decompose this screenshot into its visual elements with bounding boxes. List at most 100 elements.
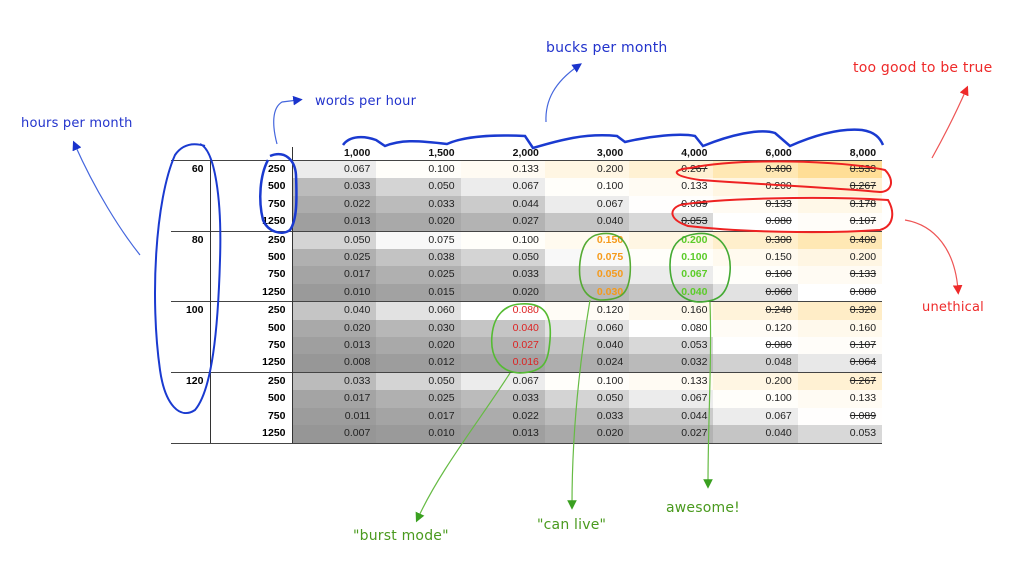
annotation-hours-per-month: hours per month bbox=[21, 116, 133, 131]
value-cell: 0.022 bbox=[460, 407, 545, 426]
value-cell: 0.020 bbox=[292, 319, 377, 338]
table-row: 500 0.033 0.050 0.067 0.100 0.133 0.200 0.267 bbox=[171, 178, 883, 196]
words-cell: 750 bbox=[210, 266, 293, 284]
value-cell: 0.013 bbox=[460, 425, 545, 444]
value-cell: 0.133 bbox=[460, 160, 545, 179]
hours-cell: 120 bbox=[171, 371, 211, 391]
words-cell: 250 bbox=[210, 371, 293, 391]
annotation-awesome: awesome! bbox=[666, 500, 740, 516]
value-cell: 0.267 bbox=[797, 371, 883, 391]
bucks-squiggle-stroke bbox=[341, 63, 885, 150]
value-cell: 0.080 bbox=[629, 319, 714, 338]
value-cell: 0.040 bbox=[292, 301, 377, 320]
value-cell: 0.067 bbox=[460, 371, 545, 391]
value-cell: 0.133 bbox=[629, 371, 714, 391]
hours-cell bbox=[171, 407, 211, 426]
annotation-bucks-per-month: bucks per month bbox=[546, 40, 668, 56]
table-body: 60 250 0.067 0.100 0.133 0.200 0.267 0.400 0.533… bbox=[171, 160, 883, 444]
value-cell: 0.033 bbox=[292, 178, 377, 196]
column-header: 3,000 bbox=[544, 147, 630, 161]
value-cell: 0.044 bbox=[629, 407, 714, 426]
words-cell: 750 bbox=[210, 337, 293, 355]
value-cell: 0.100 bbox=[544, 178, 630, 196]
column-header: 1,500 bbox=[376, 147, 461, 161]
value-cell: 0.160 bbox=[797, 319, 883, 338]
value-cell: 0.100 bbox=[460, 230, 545, 250]
value-cell: 0.200 bbox=[629, 230, 714, 250]
value-cell: 0.050 bbox=[376, 371, 461, 391]
value-cell: 0.025 bbox=[376, 390, 461, 408]
value-cell: 0.050 bbox=[292, 230, 377, 250]
value-cell: 0.027 bbox=[460, 213, 545, 232]
value-cell: 0.067 bbox=[629, 390, 714, 408]
value-cell: 0.044 bbox=[460, 195, 545, 214]
table-row: 1250 0.007 0.010 0.013 0.020 0.027 0.040 0.053 bbox=[171, 425, 883, 444]
value-cell: 0.240 bbox=[713, 301, 798, 320]
rate-table: 1,000 1,500 2,000 3,000 4,000 6,000 8,000 60 25… bbox=[171, 147, 883, 444]
table-row: 60 250 0.067 0.100 0.133 0.200 0.267 0.400 0.533 bbox=[171, 160, 883, 179]
table-row: 100 250 0.040 0.060 0.080 0.120 0.160 0.240 0.32… bbox=[171, 301, 883, 320]
value-cell: 0.060 bbox=[713, 283, 798, 302]
value-cell: 0.133 bbox=[797, 266, 883, 284]
words-header bbox=[210, 147, 293, 161]
words-cell: 1250 bbox=[210, 354, 293, 373]
hours-cell bbox=[171, 213, 211, 232]
value-cell: 0.067 bbox=[629, 266, 714, 284]
hours-cell bbox=[171, 390, 211, 408]
value-cell: 0.100 bbox=[629, 249, 714, 267]
value-cell: 0.033 bbox=[460, 266, 545, 284]
value-cell: 0.011 bbox=[292, 407, 377, 426]
value-cell: 0.050 bbox=[544, 390, 630, 408]
hours-cell: 80 bbox=[171, 230, 211, 250]
column-header: 8,000 bbox=[797, 147, 883, 161]
value-cell: 0.010 bbox=[376, 425, 461, 444]
value-cell: 0.017 bbox=[292, 266, 377, 284]
value-cell: 0.017 bbox=[292, 390, 377, 408]
value-cell: 0.067 bbox=[544, 195, 630, 214]
annotation-unethical: unethical bbox=[922, 300, 984, 315]
value-cell: 0.080 bbox=[460, 301, 545, 320]
value-cell: 0.032 bbox=[629, 354, 714, 373]
words-cell: 750 bbox=[210, 407, 293, 426]
value-cell: 0.178 bbox=[797, 195, 883, 214]
value-cell: 0.100 bbox=[376, 160, 461, 179]
table-row: 500 0.017 0.025 0.033 0.050 0.067 0.100 0.133 bbox=[171, 390, 883, 408]
column-header: 6,000 bbox=[713, 147, 798, 161]
value-cell: 0.013 bbox=[292, 213, 377, 232]
hours-cell bbox=[171, 354, 211, 373]
value-cell: 0.020 bbox=[460, 283, 545, 302]
value-cell: 0.100 bbox=[713, 266, 798, 284]
words-cell: 250 bbox=[210, 230, 293, 250]
hours-header bbox=[171, 147, 210, 161]
value-cell: 0.200 bbox=[797, 249, 883, 267]
words-cell: 1250 bbox=[210, 283, 293, 302]
value-cell: 0.075 bbox=[544, 249, 630, 267]
value-cell: 0.060 bbox=[376, 301, 461, 320]
value-cell: 0.300 bbox=[713, 230, 798, 250]
table-row: 750 0.011 0.017 0.022 0.033 0.044 0.067 0.089 bbox=[171, 407, 883, 426]
value-cell: 0.015 bbox=[376, 283, 461, 302]
value-cell: 0.025 bbox=[292, 249, 377, 267]
words-cell: 1250 bbox=[210, 425, 293, 444]
value-cell: 0.107 bbox=[797, 337, 883, 355]
table-row: 750 0.013 0.020 0.027 0.040 0.053 0.080 0.107 bbox=[171, 337, 883, 355]
words-cell: 250 bbox=[210, 160, 293, 179]
value-cell: 0.080 bbox=[713, 213, 798, 232]
hours-cell bbox=[171, 249, 211, 267]
value-cell: 0.024 bbox=[544, 354, 630, 373]
hours-cell bbox=[171, 266, 211, 284]
value-cell: 0.033 bbox=[460, 390, 545, 408]
value-cell: 0.200 bbox=[713, 371, 798, 391]
hours-cell bbox=[171, 425, 211, 444]
value-cell: 0.089 bbox=[629, 195, 714, 214]
column-header: 2,000 bbox=[460, 147, 545, 161]
value-cell: 0.025 bbox=[376, 266, 461, 284]
value-cell: 0.027 bbox=[629, 425, 714, 444]
value-cell: 0.107 bbox=[797, 213, 883, 232]
column-header: 1,000 bbox=[292, 147, 377, 161]
value-cell: 0.200 bbox=[544, 160, 630, 179]
words-cell: 500 bbox=[210, 319, 293, 338]
words-cell: 250 bbox=[210, 301, 293, 320]
value-cell: 0.040 bbox=[544, 337, 630, 355]
column-header-row: 1,000 1,500 2,000 3,000 4,000 6,000 8,000 bbox=[171, 147, 883, 161]
